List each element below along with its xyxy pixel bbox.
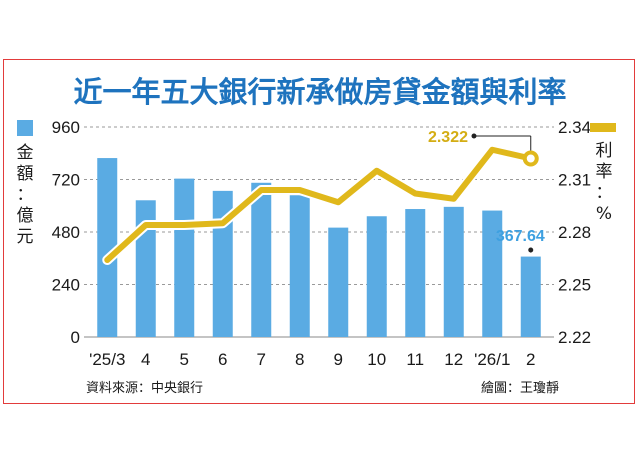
bar <box>520 256 541 337</box>
bar <box>328 227 349 337</box>
x-tick-label: '26/1 <box>474 350 510 369</box>
x-tick-label: 6 <box>218 350 227 369</box>
x-tick-label: 7 <box>257 350 266 369</box>
left-tick-label: 960 <box>52 118 80 137</box>
x-tick-label: 10 <box>367 350 386 369</box>
annotations: 2.322 367.64 <box>428 129 545 253</box>
legend-bar-swatch <box>17 120 33 136</box>
right-tick-label: 2.22 <box>558 328 591 347</box>
chart-title: 近一年五大銀行新承做房貸金額與利率 <box>73 75 566 109</box>
left-axis-label: 金額：億元 <box>17 143 34 247</box>
left-tick-label: 480 <box>52 223 80 242</box>
amount-data-label: 367.64 <box>496 228 545 245</box>
bar <box>289 195 310 337</box>
right-tick-label: 2.34 <box>558 118 591 137</box>
rate-data-label: 2.322 <box>428 129 468 146</box>
bar <box>174 178 195 337</box>
line-endpoint-marker <box>522 150 539 167</box>
gridlines <box>84 126 554 338</box>
bar <box>443 206 464 337</box>
legend-line-swatch <box>590 123 616 132</box>
credit-note: 繪圖：王瓊靜 <box>481 380 559 396</box>
bar <box>482 210 503 337</box>
x-axis-ticks: '25/3 4 5 6 7 8 9 10 11 12 '26/1 2 <box>89 350 535 369</box>
bar <box>251 182 272 337</box>
right-axis-label: 利率：% <box>596 141 613 224</box>
rate-line <box>104 146 534 263</box>
annotation-dot <box>471 133 477 139</box>
x-tick-label: 9 <box>334 350 343 369</box>
right-axis-ticks: 2.22 2.25 2.28 2.31 2.34 <box>558 118 591 347</box>
line-series <box>102 144 539 265</box>
x-tick-label: 4 <box>141 350 150 369</box>
left-tick-label: 720 <box>52 171 80 190</box>
bar-series <box>97 158 541 337</box>
x-tick-label: '25/3 <box>89 350 125 369</box>
bar <box>366 216 387 337</box>
x-tick-label: 8 <box>295 350 304 369</box>
annotation-dot <box>528 247 534 253</box>
right-tick-label: 2.31 <box>558 171 591 190</box>
chart-frame: 近一年五大銀行新承做房貸金額與利率 0 240 480 720 960 2.22 2.25… <box>3 59 635 404</box>
left-tick-label: 240 <box>52 276 80 295</box>
line-halo <box>102 144 536 265</box>
x-tick-label: 2 <box>526 350 535 369</box>
x-tick-label: 11 <box>406 350 424 369</box>
x-tick-label: 12 <box>444 350 463 369</box>
right-tick-label: 2.25 <box>558 276 591 295</box>
bar <box>405 209 426 337</box>
left-axis-ticks: 0 240 480 720 960 <box>52 118 80 347</box>
chart-svg: 近一年五大銀行新承做房貸金額與利率 0 240 480 720 960 2.22 2.25… <box>17 75 616 396</box>
left-tick-label: 0 <box>71 328 80 347</box>
source-note: 資料來源：中央銀行 <box>86 381 203 396</box>
x-tick-label: 5 <box>180 350 189 369</box>
bar <box>97 158 118 337</box>
right-tick-label: 2.28 <box>558 223 591 242</box>
